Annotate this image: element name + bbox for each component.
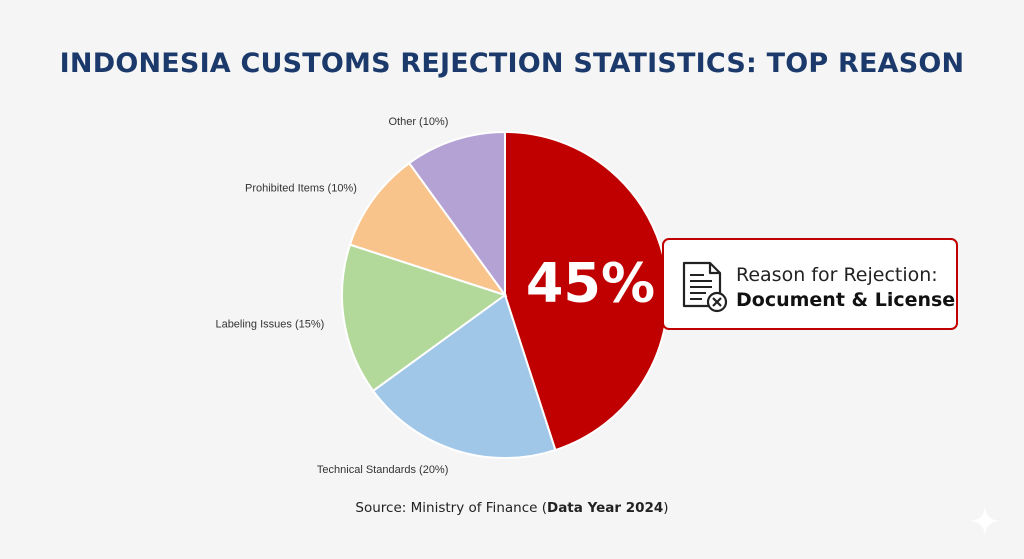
pie-slice-3 <box>348 161 508 297</box>
pie-slice-2 <box>341 243 508 393</box>
document-rejected-icon <box>682 261 728 313</box>
source-year: Data Year 2024 <box>546 500 664 516</box>
source-note: Source: Ministry of Finance (Data Year 2… <box>0 500 1024 516</box>
slice-label-3: Prohibited Items (10%) <box>245 182 357 194</box>
rejection-reason-callout: Reason for Rejection: Document & License <box>662 238 958 330</box>
sparkle-icon <box>970 506 1000 536</box>
slice-label-2: Labeling Issues (15%) <box>215 319 324 331</box>
source-suffix: ) <box>663 500 669 516</box>
pie-labels: 45% Technical Standards (20%) Labeling Iss… <box>215 116 655 476</box>
pie-slice-1 <box>371 293 557 459</box>
callout-reason: Document & License <box>736 289 956 311</box>
source-prefix: Source: Ministry of Finance ( <box>355 500 547 516</box>
slice-value-label-0: 45% <box>526 251 655 314</box>
slice-label-4: Other (10%) <box>388 116 448 128</box>
pie-slice-4 <box>407 130 506 299</box>
callout-heading: Reason for Rejection: <box>736 264 938 286</box>
chart-title: INDONESIA CUSTOMS REJECTION STATISTICS: … <box>59 48 965 79</box>
slice-label-1: Technical Standards (20%) <box>317 464 448 476</box>
